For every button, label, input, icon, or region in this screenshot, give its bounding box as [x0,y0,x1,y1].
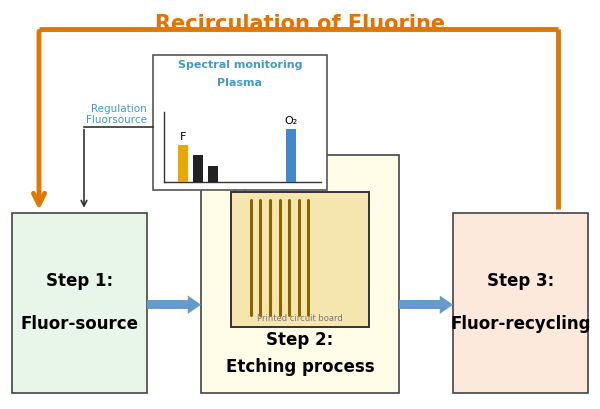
Bar [201,155,399,393]
Bar [12,213,147,393]
Bar [453,213,588,393]
Text: Printed circuit board: Printed circuit board [257,314,343,323]
Text: Step 2:: Step 2: [266,331,334,349]
Bar [286,129,296,182]
Text: Fluor-recycling: Fluor-recycling [450,315,591,333]
Text: Spectral monitoring: Spectral monitoring [178,60,302,70]
Bar [231,192,369,327]
Text: Regulation
Fluorsource: Regulation Fluorsource [86,104,147,125]
Text: O₂: O₂ [284,116,298,126]
Polygon shape [440,295,453,314]
Bar [193,155,203,182]
Bar [153,55,327,190]
Polygon shape [188,295,201,314]
Text: Step 1:: Step 1: [46,272,113,290]
Text: Fluor-source: Fluor-source [20,315,139,333]
Bar [147,300,188,309]
Bar [208,166,218,182]
Text: Etching process: Etching process [226,357,374,375]
Text: F: F [180,132,186,142]
Bar [178,145,188,182]
Bar [399,300,440,309]
Text: Plasma: Plasma [218,78,263,88]
Text: Recirculation of Fluorine: Recirculation of Fluorine [155,14,445,34]
Text: Step 3:: Step 3: [487,272,554,290]
